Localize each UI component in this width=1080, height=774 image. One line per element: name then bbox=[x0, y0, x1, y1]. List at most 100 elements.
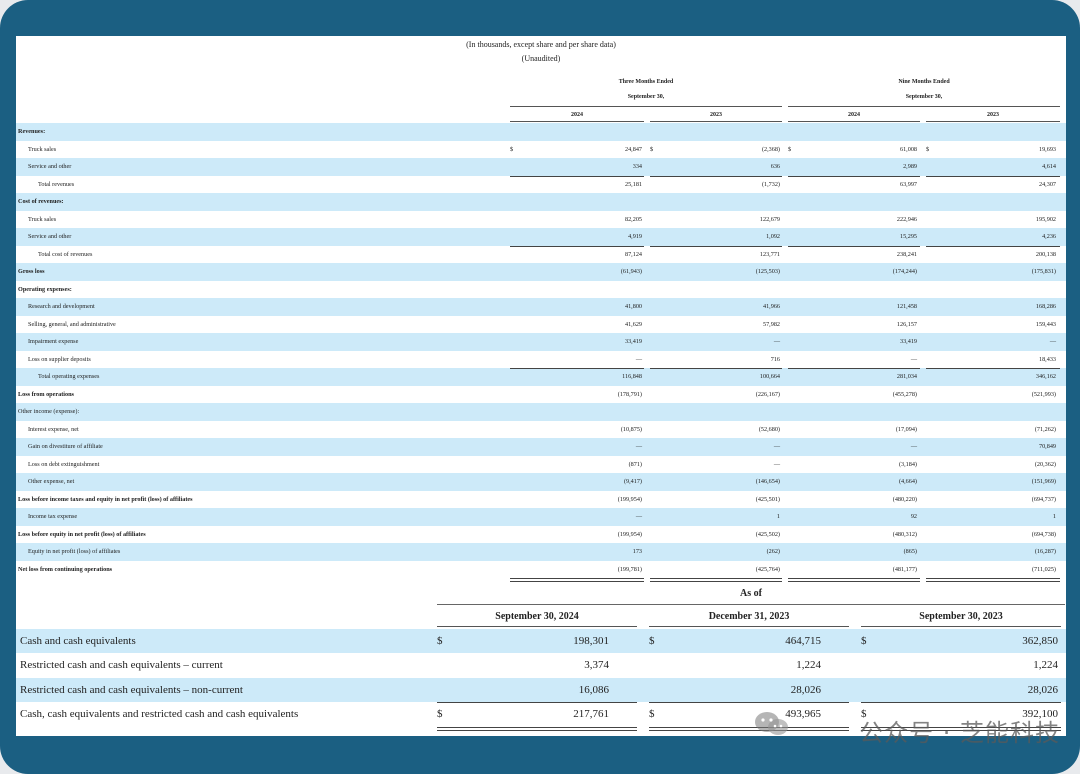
row-value: (1,732) bbox=[761, 180, 780, 188]
subtotal-rule bbox=[650, 368, 782, 369]
cash-row-value: 3,374 bbox=[584, 659, 609, 672]
row-value: — bbox=[910, 443, 917, 450]
row-label: Total operating expenses bbox=[38, 373, 100, 380]
cash-subtotal-rule bbox=[649, 701, 849, 703]
cash-row-value: 217,761 bbox=[573, 707, 609, 720]
row-value: — bbox=[635, 443, 642, 450]
three-months-subheading: September 30, bbox=[627, 94, 665, 100]
row-value: 222,946 bbox=[896, 215, 917, 223]
row-value: (2,368) bbox=[761, 145, 780, 153]
row-value: — bbox=[773, 338, 780, 345]
heading-rule bbox=[510, 106, 782, 107]
row-value: 82,205 bbox=[624, 215, 642, 223]
cash-col-header: December 31, 2023 bbox=[708, 611, 790, 622]
cash-subtotal-rule bbox=[437, 701, 637, 703]
subtotal-rule bbox=[788, 368, 920, 369]
row-value: 1,092 bbox=[766, 233, 780, 240]
year-header: 2024 bbox=[571, 112, 583, 118]
row-value: (480,220) bbox=[892, 495, 917, 503]
row-value: (20,362) bbox=[1034, 460, 1056, 468]
cash-row-label: Cash, cash equivalents and restricted ca… bbox=[20, 707, 299, 720]
row-value: (865) bbox=[903, 548, 917, 555]
dollar-sign: $ bbox=[926, 145, 930, 153]
subtotal-rule bbox=[926, 368, 1060, 369]
year-rule bbox=[788, 121, 920, 122]
income-row: Service and other 334 636 2,989 4,614 bbox=[16, 158, 1066, 176]
row-label: Impairment expense bbox=[28, 338, 79, 345]
row-value: 87,124 bbox=[624, 250, 642, 258]
row-value: (61,943) bbox=[620, 268, 642, 275]
income-row: Truck sales 82,205 122,679 222,946 195,902 bbox=[16, 211, 1066, 229]
three-months-heading: Three Months Ended bbox=[618, 79, 674, 85]
total-double-rule bbox=[926, 578, 1060, 579]
row-label: Loss from operations bbox=[18, 390, 74, 398]
dollar-sign: $ bbox=[437, 707, 443, 720]
nine-months-subheading: September 30, bbox=[905, 94, 943, 100]
row-value: (199,954) bbox=[617, 495, 642, 503]
dollar-sign: $ bbox=[788, 145, 792, 153]
cash-row-label: Restricted cash and cash equivalents – n… bbox=[20, 683, 243, 696]
row-value: 15,295 bbox=[899, 233, 917, 240]
row-value: (521,993) bbox=[1031, 390, 1056, 398]
nine-months-heading: Nine Months Ended bbox=[898, 79, 950, 85]
subtotal-rule bbox=[788, 175, 920, 177]
row-value: (52,680) bbox=[758, 425, 780, 433]
row-value: 173 bbox=[632, 548, 642, 555]
total-double-rule bbox=[650, 578, 782, 579]
row-label: Service and other bbox=[28, 163, 72, 170]
total-double-rule bbox=[650, 581, 782, 582]
row-value: (174,244) bbox=[892, 268, 917, 275]
row-value: 200,138 bbox=[1035, 250, 1056, 258]
income-row: Other expense, net (9,417) (146,654) (4,664… bbox=[16, 473, 1066, 491]
row-label: Service and other bbox=[28, 233, 72, 240]
dollar-sign: $ bbox=[649, 707, 655, 720]
row-value: 281,034 bbox=[896, 373, 917, 380]
row-label: Cost of revenues: bbox=[18, 198, 64, 205]
row-value: — bbox=[635, 513, 642, 520]
row-value: 41,800 bbox=[624, 303, 642, 310]
cash-subtotal-rule bbox=[861, 701, 1061, 703]
year-header: 2023 bbox=[987, 112, 999, 118]
income-row: Impairment expense 33,419 — 33,419 — bbox=[16, 333, 1066, 351]
cash-col-rule bbox=[649, 626, 849, 627]
income-row: Loss before income taxes and equity in n… bbox=[16, 491, 1066, 509]
row-value: 116,848 bbox=[622, 373, 642, 380]
subtotal-rule bbox=[510, 245, 644, 247]
income-row: Total cost of revenues 87,124 123,771 238,2… bbox=[16, 246, 1066, 264]
row-value: 126,157 bbox=[896, 320, 917, 328]
cash-total-rule bbox=[649, 730, 849, 732]
row-value: 168,286 bbox=[1035, 303, 1056, 310]
income-row: Interest expense, net (10,875) (52,680) (17… bbox=[16, 421, 1066, 439]
cash-total-rule bbox=[861, 730, 1061, 732]
row-value: (455,278) bbox=[892, 390, 917, 398]
as-of-heading: As of bbox=[740, 588, 762, 599]
row-value: 1 bbox=[776, 513, 780, 520]
row-label: Selling, general, and administrative bbox=[28, 320, 116, 328]
total-double-rule bbox=[788, 578, 920, 579]
income-row: Net loss from continuing operations (199,… bbox=[16, 561, 1066, 579]
row-label: Other expense, net bbox=[28, 478, 75, 485]
row-value: 4,614 bbox=[1042, 163, 1056, 170]
row-value: (175,831) bbox=[1031, 268, 1056, 275]
row-value: 57,982 bbox=[762, 320, 780, 328]
row-value: 346,162 bbox=[1035, 373, 1056, 380]
cash-row-label: Cash and cash equivalents bbox=[20, 635, 136, 647]
subtotal-rule bbox=[510, 175, 644, 177]
dollar-sign: $ bbox=[649, 635, 655, 647]
income-row: Selling, general, and administrative 41,6… bbox=[16, 316, 1066, 334]
cash-row-value: 1,224 bbox=[796, 659, 821, 672]
cash-row: Cash, cash equivalents and restricted ca… bbox=[16, 702, 1066, 726]
cash-row-value: 362,850 bbox=[1022, 635, 1058, 647]
income-row: Cost of revenues: bbox=[16, 193, 1066, 211]
row-label: Equity in net profit (loss) of affiliate… bbox=[28, 548, 121, 555]
as-of-rule bbox=[437, 604, 1065, 605]
subtotal-rule bbox=[650, 245, 782, 247]
total-double-rule bbox=[510, 578, 644, 579]
dollar-sign: $ bbox=[650, 145, 654, 153]
cash-row: Restricted cash and cash equivalents – n… bbox=[16, 677, 1066, 702]
total-double-rule bbox=[510, 581, 644, 582]
cash-row-value: 392,100 bbox=[1022, 707, 1058, 720]
row-value: (226,167) bbox=[755, 390, 780, 398]
year-header: 2023 bbox=[710, 112, 722, 118]
row-value: (199,781) bbox=[617, 565, 642, 573]
